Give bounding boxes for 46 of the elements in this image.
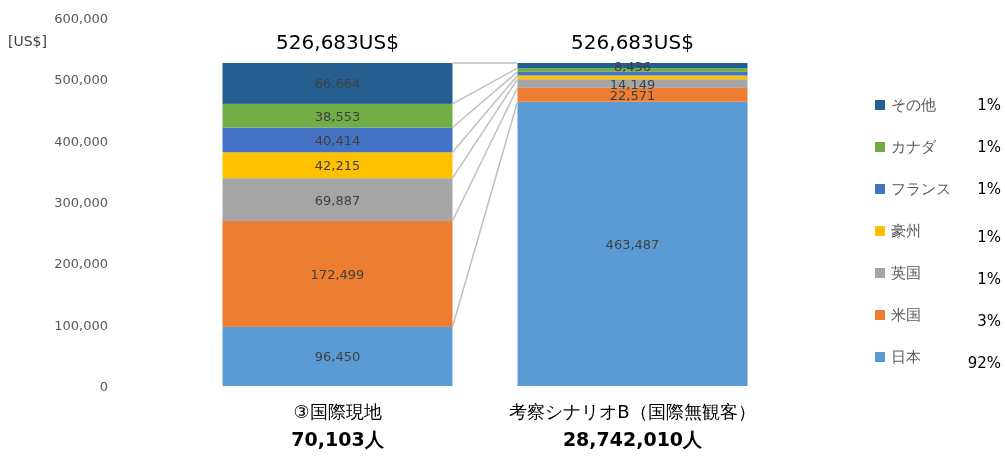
data-label: 40,414 — [314, 132, 361, 148]
data-label: 463,487 — [605, 236, 660, 252]
data-label: 38,553 — [314, 108, 361, 124]
legend-label: カナダ — [891, 138, 937, 156]
data-label: 96,450 — [314, 349, 361, 365]
y-tick-label: 600,000 — [54, 11, 108, 26]
text: 92% — [967, 354, 1001, 372]
y-tick-label: 500,000 — [54, 72, 108, 88]
text: 1% — [977, 96, 1001, 114]
legend-label: 英国 — [891, 264, 921, 282]
bar — [517, 101, 748, 386]
legend-label: フランス — [891, 180, 951, 198]
legend-label: 日本 — [891, 348, 921, 366]
data-label: 69,887 — [314, 192, 361, 208]
y-tick-label: 200,000 — [54, 256, 108, 272]
data-label: 172,499 — [310, 266, 365, 282]
total-label: 526,683US$ — [571, 29, 694, 54]
y-tick-label: 400,000 — [54, 133, 108, 149]
text: 3% — [977, 312, 1001, 330]
text: 1% — [977, 180, 1001, 198]
legend-label: 豪州 — [891, 222, 921, 240]
text: 28,742,010人 — [562, 428, 704, 450]
x-tick-label: 考察シナリオB（国際無観客） — [509, 401, 756, 422]
legend-label: その他 — [891, 96, 936, 114]
bar — [222, 103, 453, 128]
bar — [222, 127, 453, 153]
legend-label: 米国 — [891, 306, 921, 324]
y-axis-title: [US$] — [8, 33, 47, 49]
text: 1% — [977, 228, 1001, 246]
y-tick-label: 100,000 — [54, 317, 108, 333]
bar — [222, 326, 453, 386]
y-tick-label: 300,000 — [54, 195, 108, 210]
bar — [517, 79, 748, 88]
data-label: 66,664 — [314, 76, 361, 92]
total-label: 526,683US$ — [276, 29, 399, 54]
bar — [222, 221, 453, 327]
bar — [517, 71, 748, 76]
text: 1% — [977, 138, 1001, 156]
text: 1% — [977, 270, 1001, 288]
text: 70,103人 — [291, 428, 385, 450]
y-tick-label: 0 — [99, 379, 108, 394]
data-label: 42,215 — [314, 158, 361, 174]
bar — [222, 152, 453, 179]
x-tick-label: ③国際現地 — [293, 401, 382, 422]
bar — [222, 178, 453, 222]
bar — [222, 62, 453, 104]
